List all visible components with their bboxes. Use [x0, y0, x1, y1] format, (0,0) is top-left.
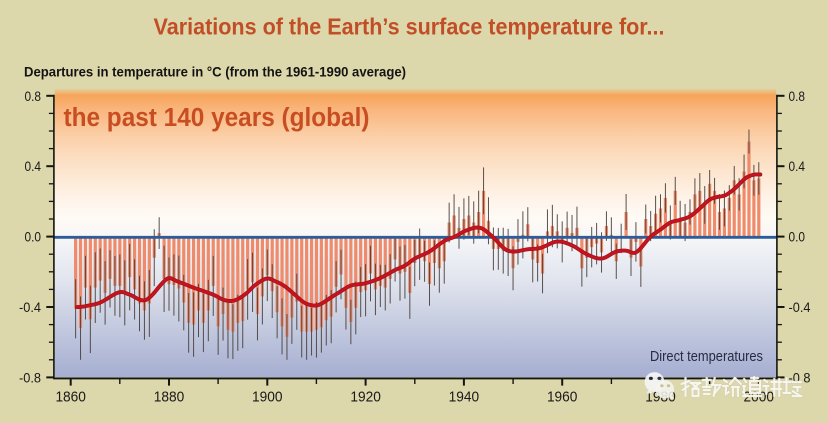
svg-text:-0.4: -0.4 [19, 299, 41, 315]
svg-text:1920: 1920 [350, 389, 381, 406]
svg-text:1860: 1860 [55, 389, 86, 406]
svg-text:Direct temperatures: Direct temperatures [650, 348, 763, 365]
svg-text:-0.4: -0.4 [789, 299, 811, 315]
svg-text:0.4: 0.4 [25, 158, 42, 174]
svg-text:0.4: 0.4 [789, 158, 806, 174]
svg-text:0.0: 0.0 [25, 229, 42, 245]
svg-text:0.0: 0.0 [789, 229, 806, 245]
svg-text:-0.8: -0.8 [19, 369, 41, 385]
svg-text:1960: 1960 [547, 389, 578, 406]
svg-text:Variations of the Earth’s surf: Variations of the Earth’s surface temper… [154, 14, 665, 40]
svg-text:1940: 1940 [449, 389, 480, 406]
svg-text:0.8: 0.8 [25, 88, 42, 104]
svg-text:1880: 1880 [154, 389, 185, 406]
svg-text:Departures in temperature in °: Departures in temperature in °C (from th… [24, 65, 406, 81]
svg-text:1900: 1900 [252, 389, 283, 406]
svg-text:0.8: 0.8 [789, 88, 806, 104]
svg-text:the past 140 years (global): the past 140 years (global) [64, 104, 370, 132]
